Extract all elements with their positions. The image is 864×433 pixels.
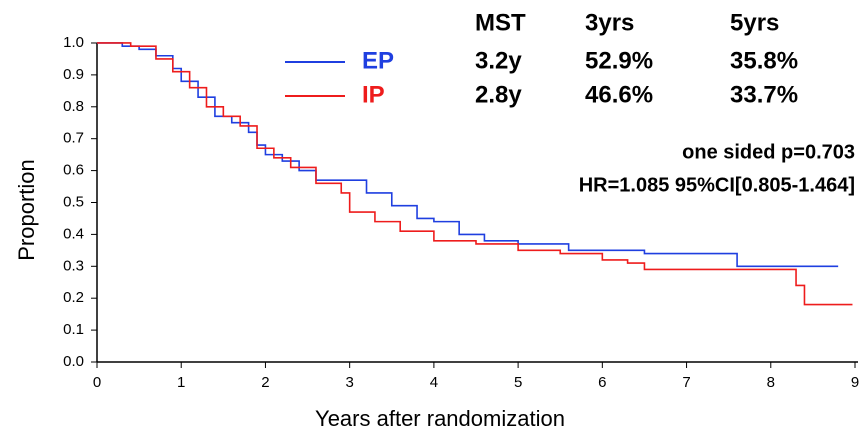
x-tick-label: 6 [598,374,606,391]
y-tick-label: 1.0 [63,34,84,51]
x-tick-label: 9 [851,374,859,391]
x-axis-label: Years after randomization [315,406,565,431]
y-tick-label: 0.5 [63,193,84,210]
y-tick-label: 0.2 [63,289,84,306]
y-tick-label: 0.1 [63,321,84,338]
legend-label: IP [362,81,385,108]
legend-label: EP [362,47,394,74]
annotation: HR=1.085 95%CI[0.805-1.464] [579,174,855,196]
y-tick-label: 0.4 [63,225,84,242]
x-tick-label: 0 [93,374,101,391]
table-header: 5yrs [730,9,779,36]
y-axis-label: Proportion [14,159,39,261]
y-tick-label: 0.9 [63,66,84,83]
table-cell: 2.8y [475,81,522,108]
y-tick-label: 0.6 [63,162,84,179]
annotation: one sided p=0.703 [682,141,855,163]
table-header: MST [475,9,526,36]
table-cell: 52.9% [585,47,653,74]
table-cell: 33.7% [730,81,798,108]
x-tick-label: 8 [767,374,775,391]
y-tick-label: 0.7 [63,130,84,147]
table-cell: 3.2y [475,47,522,74]
y-tick-label: 0.8 [63,98,84,115]
x-tick-label: 3 [345,374,353,391]
y-tick-label: 0.3 [63,257,84,274]
survival-curve [97,42,853,306]
x-tick-label: 2 [261,374,269,391]
table-cell: 35.8% [730,47,798,74]
x-tick-label: 4 [430,374,438,391]
x-tick-label: 1 [177,374,185,391]
x-tick-label: 5 [514,374,522,391]
y-tick-label: 0.0 [63,353,84,370]
table-header: 3yrs [585,9,634,36]
x-tick-label: 7 [682,374,690,391]
survival-curve [97,42,839,268]
table-cell: 46.6% [585,81,653,108]
